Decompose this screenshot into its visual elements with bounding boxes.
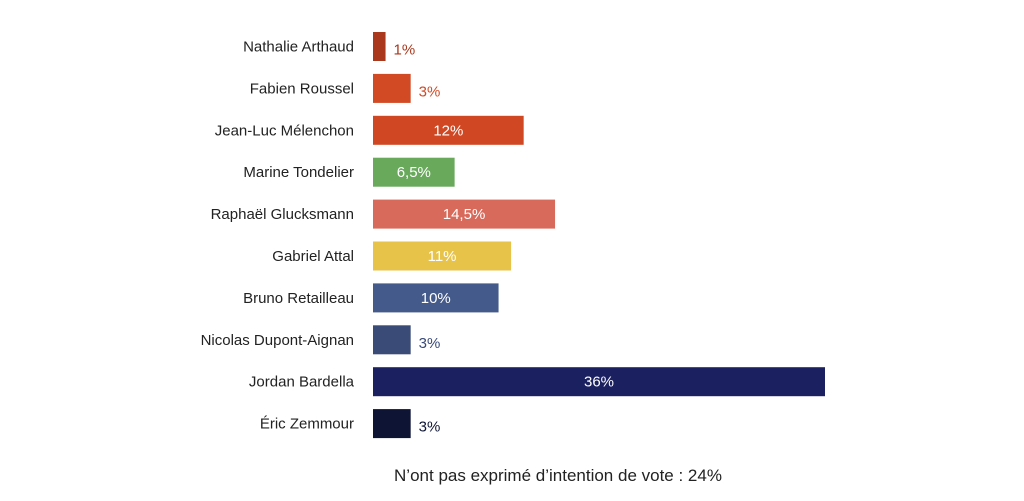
data-label: 14,5% bbox=[443, 206, 486, 223]
category-label: Nathalie Arthaud bbox=[243, 39, 354, 56]
category-label: Jordan Bardella bbox=[249, 374, 355, 391]
category-label: Jean-Luc Mélenchon bbox=[215, 122, 354, 139]
category-label: Bruno Retailleau bbox=[243, 290, 354, 307]
data-label: 6,5% bbox=[397, 164, 431, 181]
bar bbox=[373, 325, 411, 355]
bar-chart: Nathalie Arthaud 1% Fabien Roussel 3% Jean-L… bbox=[201, 32, 825, 439]
data-label: 10% bbox=[421, 290, 451, 307]
bar bbox=[373, 283, 499, 313]
data-label: 3% bbox=[419, 335, 441, 352]
category-label: Éric Zemmour bbox=[260, 416, 354, 433]
bar bbox=[373, 241, 512, 271]
footnote: N’ont pas exprimé d’intention de vote : … bbox=[394, 466, 722, 485]
category-label: Raphaël Glucksmann bbox=[211, 206, 354, 223]
category-label: Gabriel Attal bbox=[272, 248, 354, 265]
bar bbox=[373, 409, 411, 439]
category-label: Fabien Roussel bbox=[250, 80, 354, 97]
bar bbox=[373, 73, 411, 103]
data-label: 1% bbox=[394, 42, 416, 59]
category-label: Marine Tondelier bbox=[243, 164, 354, 181]
data-label: 12% bbox=[433, 122, 463, 139]
bar bbox=[373, 157, 455, 187]
data-label: 3% bbox=[419, 83, 441, 100]
bar bbox=[373, 32, 386, 61]
bar bbox=[373, 367, 825, 397]
data-label: 3% bbox=[419, 419, 441, 436]
bar bbox=[373, 199, 556, 229]
category-label: Nicolas Dupont-Aignan bbox=[201, 332, 354, 349]
data-label: 11% bbox=[428, 248, 457, 265]
data-label: 36% bbox=[584, 374, 614, 391]
bar bbox=[373, 115, 524, 145]
